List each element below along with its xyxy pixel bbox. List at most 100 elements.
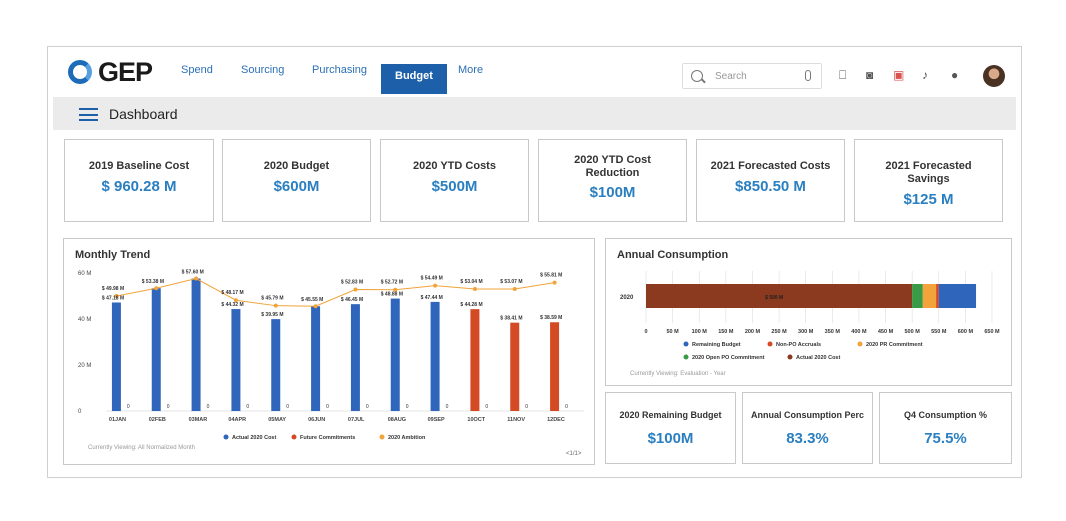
bookmark-icon[interactable]: ⎕	[839, 68, 847, 82]
microphone-icon[interactable]	[805, 70, 811, 81]
kpi-label: 2020 Budget	[263, 160, 330, 172]
search-input[interactable]: Search	[715, 70, 747, 82]
kpi-card-annual-consumption[interactable]: Annual Consumption Perc 83.3%	[742, 392, 873, 464]
bar-data-label: $ 45.55 M	[301, 297, 323, 303]
zero-data-label: 0	[246, 404, 249, 410]
x-tick-label: 12DEC	[547, 417, 565, 423]
nav-purchasing[interactable]: Purchasing	[312, 64, 368, 76]
y-tick-label: 60 M	[78, 271, 91, 277]
x-tick-label: 50 M	[666, 329, 679, 335]
chat-icon[interactable]: ▣	[893, 68, 905, 82]
future-commitment-bar[interactable]	[470, 309, 480, 411]
nav-sourcing[interactable]: Sourcing	[241, 64, 285, 76]
zero-data-label: 0	[326, 404, 329, 410]
actual-cost-bar[interactable]	[231, 309, 241, 411]
kpi-card-q4-consumption[interactable]: Q4 Consumption % 75.5%	[879, 392, 1012, 464]
kpi-card-forecasted-costs[interactable]: 2021 Forecasted Costs $850.50 M	[696, 139, 845, 222]
kpi-label: 2021 Forecasted Savings	[885, 160, 972, 185]
kpi-label: 2020 YTD Cost Reduction	[574, 154, 651, 179]
ambition-point[interactable]	[154, 286, 159, 291]
ambition-point[interactable]	[273, 303, 278, 308]
nav-more[interactable]: More	[458, 64, 484, 76]
notification-bell-icon[interactable]: ♪	[922, 68, 928, 82]
actual-cost-bar[interactable]	[390, 298, 400, 411]
zero-data-label: 0	[485, 404, 488, 410]
x-tick-label: 05MAY	[268, 417, 286, 423]
ambition-point[interactable]	[194, 276, 199, 281]
x-tick-label: 650 M	[984, 329, 1000, 335]
y-tick-label: 20 M	[78, 363, 91, 369]
user-avatar[interactable]	[983, 65, 1005, 87]
actual-cost-bar[interactable]	[151, 288, 161, 411]
legend-label[interactable]: 2020 Ambition	[388, 435, 426, 441]
kpi-card-budget[interactable]: 2020 Budget $600M	[222, 139, 371, 222]
kpi-card-baseline-cost[interactable]: 2019 Baseline Cost $ 960.28 M	[64, 139, 214, 222]
bar-data-label: $ 44.28 M	[460, 302, 482, 308]
legend-label[interactable]: 2020 Open PO Commitment	[692, 355, 765, 361]
actual-cost-bar[interactable]	[271, 319, 281, 411]
y-tick-label: 0	[78, 409, 82, 415]
camera-icon[interactable]: ◙	[866, 68, 874, 82]
legend-label[interactable]: 2020 PR Commitment	[866, 342, 923, 348]
ambition-point[interactable]	[472, 287, 477, 292]
legend-label[interactable]: Actual 2020 Cost	[796, 355, 840, 361]
gep-logo-icon	[68, 60, 92, 84]
x-tick-label: 150 M	[718, 329, 734, 335]
legend-label[interactable]: Actual 2020 Cost	[232, 435, 276, 441]
globe-icon[interactable]: ●	[951, 68, 959, 82]
hamburger-menu-icon[interactable]	[79, 108, 98, 121]
gep-logo[interactable]: GEP	[68, 57, 153, 87]
legend-label[interactable]: Non-PO Accruals	[776, 342, 821, 348]
annual-consumption-panel: Annual Consumption 0 50 M 100 M 150 M 200 M 2…	[605, 238, 1012, 386]
nav-budget[interactable]: Budget	[381, 64, 447, 94]
ambition-point[interactable]	[313, 304, 318, 309]
future-commitment-bar[interactable]	[510, 322, 520, 411]
ambition-data-label: $ 49.98 M	[102, 286, 124, 292]
bar-data-label: $ 39.95 M	[261, 312, 283, 318]
ambition-point[interactable]	[512, 286, 517, 291]
top-navigation: GEP Spend Sourcing Purchasing Budget Mor…	[48, 47, 1021, 95]
stacked-bar-segment[interactable]	[646, 284, 913, 308]
legend-label[interactable]: Remaining Budget	[692, 342, 741, 348]
legend-marker	[379, 434, 385, 440]
kpi-card-remaining-budget[interactable]: 2020 Remaining Budget $100M	[605, 392, 736, 464]
kpi-card-ytd-cost-reduction[interactable]: 2020 YTD Cost Reduction $100M	[538, 139, 687, 222]
x-tick-label: 350 M	[825, 329, 841, 335]
y-category-label: 2020	[620, 295, 634, 301]
ambition-point[interactable]	[114, 294, 119, 299]
actual-cost-bar[interactable]	[111, 302, 121, 411]
ambition-point[interactable]	[393, 287, 398, 292]
pager[interactable]: <1/1>	[566, 451, 582, 457]
legend-label[interactable]: Future Commitments	[300, 435, 355, 441]
app-window: GEP Spend Sourcing Purchasing Budget Mor…	[47, 46, 1022, 478]
stacked-bar-segment[interactable]	[912, 284, 923, 308]
ambition-point[interactable]	[353, 287, 358, 292]
monthly-trend-chart: 0 20 M 40 M 60 M 0 01JAN 0 02FEB 0 03MAR 0 04APR 0 05…	[78, 270, 584, 441]
actual-cost-bar[interactable]	[430, 301, 440, 411]
monthly-trend-viewing-text: Currently Viewing: All Normalized Month	[88, 445, 195, 451]
kpi-value: 83.3%	[786, 430, 829, 447]
ambition-point[interactable]	[433, 283, 438, 288]
actual-cost-bar[interactable]	[191, 278, 201, 411]
ambition-point[interactable]	[233, 298, 238, 303]
kpi-value: $100M	[647, 430, 694, 447]
future-commitment-bar[interactable]	[550, 322, 560, 411]
stacked-bar-segment[interactable]	[922, 284, 937, 308]
kpi-label: 2019 Baseline Cost	[88, 160, 190, 172]
search-box[interactable]: Search	[682, 63, 822, 89]
zero-data-label: 0	[525, 404, 528, 410]
stacked-bar-segment[interactable]	[936, 284, 939, 308]
kpi-value: $100M	[589, 184, 636, 201]
ambition-point[interactable]	[552, 280, 557, 285]
stacked-bar-segment[interactable]	[938, 284, 977, 308]
ambition-data-label: $ 54.49 M	[421, 276, 443, 282]
kpi-card-forecasted-savings[interactable]: 2021 Forecasted Savings $125 M	[854, 139, 1003, 222]
kpi-value: $600M	[273, 178, 320, 195]
nav-spend[interactable]: Spend	[181, 64, 213, 76]
kpi-value: $ 960.28 M	[101, 178, 177, 195]
legend-marker	[223, 434, 229, 440]
kpi-card-ytd-costs[interactable]: 2020 YTD Costs $500M	[380, 139, 529, 222]
x-tick-label: 06JUN	[308, 417, 325, 423]
actual-cost-bar[interactable]	[350, 304, 360, 411]
actual-cost-bar[interactable]	[311, 306, 321, 411]
